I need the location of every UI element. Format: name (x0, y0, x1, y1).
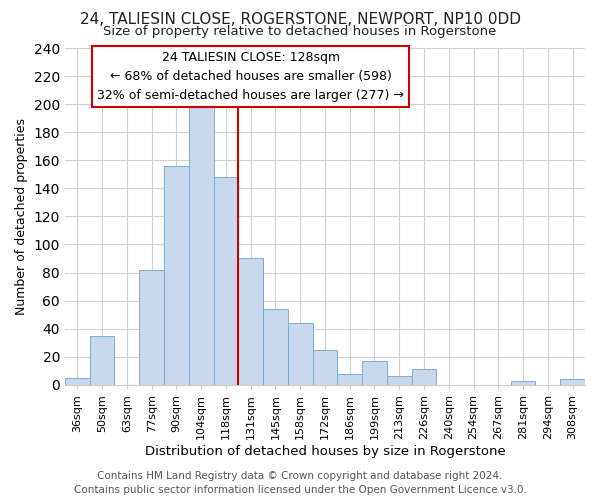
Bar (189, 102, 214, 385)
X-axis label: Distribution of detached houses by size in Rogerstone: Distribution of detached houses by size … (145, 444, 505, 458)
Text: Contains HM Land Registry data © Crown copyright and database right 2024.
Contai: Contains HM Land Registry data © Crown c… (74, 471, 526, 495)
Bar (89, 336, 115, 385)
Bar (238, 258, 263, 385)
Bar (313, 350, 337, 385)
Bar (337, 374, 362, 385)
Bar (288, 323, 313, 385)
Bar (560, 379, 585, 385)
Bar (362, 361, 387, 385)
Bar (387, 376, 412, 385)
Bar (511, 380, 535, 385)
Text: 24 TALIESIN CLOSE: 128sqm
← 68% of detached houses are smaller (598)
32% of semi: 24 TALIESIN CLOSE: 128sqm ← 68% of detac… (97, 51, 404, 102)
Bar (214, 177, 238, 385)
Text: 24, TALIESIN CLOSE, ROGERSTONE, NEWPORT, NP10 0DD: 24, TALIESIN CLOSE, ROGERSTONE, NEWPORT,… (79, 12, 521, 28)
Bar (139, 270, 164, 385)
Y-axis label: Number of detached properties: Number of detached properties (15, 118, 28, 315)
Bar (263, 309, 288, 385)
Bar (164, 166, 189, 385)
Bar (65, 378, 89, 385)
Bar (412, 370, 436, 385)
Text: Size of property relative to detached houses in Rogerstone: Size of property relative to detached ho… (103, 25, 497, 38)
